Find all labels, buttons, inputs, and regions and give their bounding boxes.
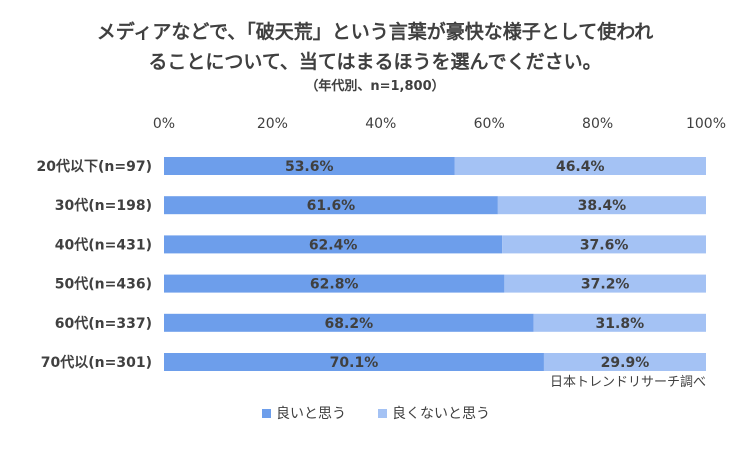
bar-segment (497, 196, 706, 215)
data-label: 46.4% (556, 159, 605, 175)
bar-segment (164, 353, 544, 371)
data-label: 37.2% (581, 277, 630, 293)
bar-segment (543, 353, 706, 371)
bar-segment (533, 313, 706, 332)
data-label: 70.1% (330, 355, 379, 371)
legend-swatch (378, 409, 387, 418)
x-tick-label: 100% (686, 116, 726, 132)
category-label: 40代(n=431) (55, 236, 152, 253)
legend-label: 良くないと思う (392, 406, 490, 422)
data-label: 62.4% (309, 237, 358, 253)
chart-title: メディアなどで、「破天荒」という言葉が豪快な様子として使われ ることについて、当… (97, 20, 654, 94)
chart-title-line-1: メディアなどで、「破天荒」という言葉が豪快な様子として使われ (97, 20, 654, 43)
bar-segment (454, 157, 706, 175)
x-tick-label: 60% (474, 116, 505, 132)
legend-swatch (262, 409, 271, 418)
bar-segment (164, 196, 498, 215)
chart-title-line-2: ることについて、当てはまるほうを選んでください。 (148, 50, 601, 73)
legend: 良いと思う 良くないと思う (262, 406, 490, 422)
category-label: 50代(n=436) (55, 276, 152, 293)
data-label: 38.4% (578, 198, 627, 214)
bar-segment (164, 274, 505, 293)
bar-segment (164, 235, 503, 254)
data-label: 68.2% (325, 316, 374, 332)
bar-segment (502, 235, 706, 254)
bar-segment (164, 313, 534, 332)
x-tick-label: 40% (365, 116, 396, 132)
x-tick-label: 0% (153, 116, 175, 132)
category-label: 30代(n=198) (55, 197, 152, 214)
x-axis-ticks: 0% 20% 40% 60% 80% 100% (153, 116, 726, 132)
bar-segment (164, 157, 455, 175)
x-tick-label: 80% (582, 116, 613, 132)
x-tick-label: 20% (257, 116, 288, 132)
category-label: 60代(n=337) (55, 315, 152, 332)
data-label: 53.6% (285, 159, 334, 175)
y-axis-categories: 20代以下(n=97) 30代(n=198) 40代(n=431) 50代(n=436… (37, 158, 152, 371)
legend-label: 良いと思う (276, 406, 346, 422)
bars (164, 157, 706, 371)
data-label: 37.6% (580, 237, 629, 253)
data-label: 61.6% (307, 198, 356, 214)
data-labels: 53.6% 46.4% 61.6% 38.4% 62.4% 37.6% 62.8% 37.2%… (285, 159, 649, 371)
data-label: 29.9% (601, 355, 650, 371)
data-label: 31.8% (596, 316, 645, 332)
chart-subtitle: （年代別、n=1,800） (305, 78, 444, 94)
source-note: 日本トレンドリサーチ調べ (550, 375, 706, 390)
category-label: 70代以(n=301) (41, 354, 152, 371)
data-label: 62.8% (310, 277, 359, 293)
category-label: 20代以下(n=97) (37, 158, 152, 175)
bar-segment (504, 274, 706, 293)
